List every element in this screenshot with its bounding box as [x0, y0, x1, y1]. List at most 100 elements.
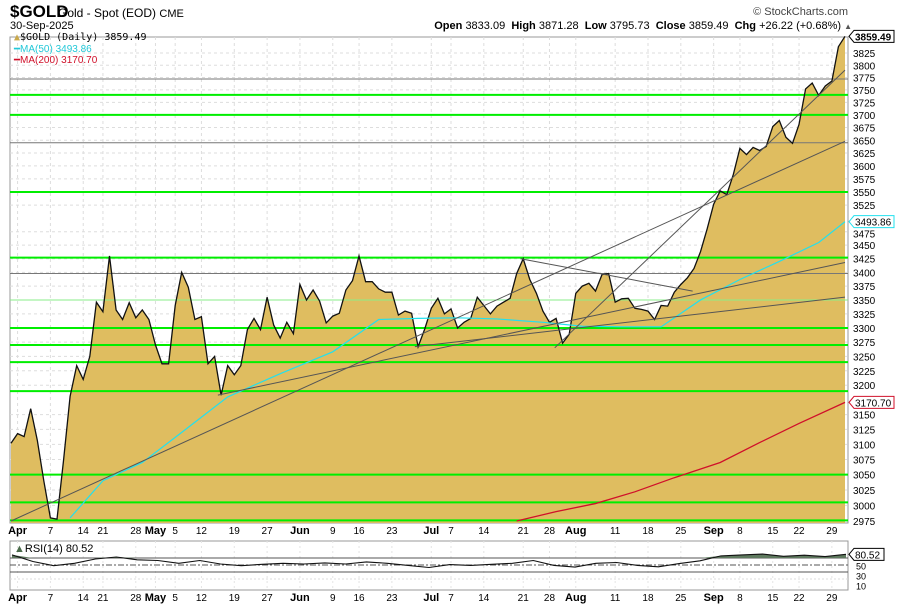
x-tick-label: 7 [448, 526, 454, 537]
trendline [217, 262, 846, 396]
x-tick-label: 18 [642, 593, 654, 604]
y-tick-label: 3000 [853, 501, 876, 512]
ohlc-bar: Open 3833.09 High 3871.28 Low 3795.73 Cl… [434, 20, 852, 32]
y-tick-label: 3525 [853, 201, 876, 212]
x-tick-label: 5 [172, 526, 178, 537]
trendline [520, 258, 693, 292]
rsi-last-badge-box [848, 547, 885, 561]
x-tick-label: 15 [767, 593, 779, 604]
x-tick-label: 27 [262, 593, 274, 604]
x-tick-label: 28 [130, 526, 142, 537]
x-tick-label: 7 [48, 526, 54, 537]
y-tick-label: 3375 [853, 282, 876, 293]
x-tick-label: Apr [8, 525, 28, 537]
y-tick-label: 3700 [853, 111, 876, 122]
x-tick-label: 28 [130, 593, 142, 604]
y-tick-label: 3250 [853, 352, 876, 363]
high-value: 3871.28 [538, 20, 579, 32]
x-tick-label: 21 [97, 526, 109, 537]
y-tick-label: 3200 [853, 381, 876, 392]
x-tick-label: 14 [478, 593, 490, 604]
low-label: Low [584, 20, 607, 32]
x-tick-label: Sep [704, 525, 724, 537]
rsi-last-badge: 80.52 [855, 550, 880, 561]
legend-ma200-text: MA(200) 3170.70 [20, 55, 98, 66]
x-tick-label: 12 [196, 593, 208, 604]
y-tick-label: 3675 [853, 124, 876, 135]
x-tick-label: 23 [386, 593, 398, 604]
y-tick-label: 3325 [853, 310, 876, 321]
area-icon: ▲ [14, 32, 21, 43]
date: 30-Sep-2025 [10, 20, 74, 32]
x-tick-label: 14 [478, 526, 490, 537]
y-tick-label: 3050 [853, 471, 876, 482]
x-tick-label: 16 [353, 526, 365, 537]
x-tick-label: Jun [290, 592, 310, 604]
x-tick-label: 28 [544, 526, 556, 537]
y-tick-label: 3425 [853, 255, 876, 266]
x-tick-label: May [145, 592, 167, 604]
ma50-last-badge-box [848, 215, 895, 229]
legend-ma50: ━MA(50) 3493.86 [14, 44, 92, 55]
x-tick-label: 19 [229, 526, 241, 537]
x-tick-label: Jun [290, 525, 310, 537]
y-tick-label: 3725 [853, 98, 876, 109]
x-tick-label: 12 [196, 526, 208, 537]
x-tick-label: 21 [97, 593, 109, 604]
x-tick-label: 14 [78, 593, 90, 604]
exchange: CME [159, 8, 184, 20]
legend-ma200: ━MA(200) 3170.70 [14, 55, 97, 66]
y-tick-label: 3275 [853, 338, 876, 349]
x-tick-label: 27 [262, 526, 274, 537]
rsi-line [11, 553, 847, 569]
x-tick-label: 22 [793, 526, 805, 537]
x-tick-label: Jul [423, 592, 439, 604]
symbol: $GOLD [10, 2, 69, 21]
x-tick-label: 25 [675, 593, 687, 604]
x-tick-label: 14 [78, 526, 90, 537]
x-tick-label: 21 [518, 593, 530, 604]
line-icon: ━ [14, 55, 21, 66]
y-tick-label: 3825 [853, 49, 876, 60]
price-area [11, 36, 845, 524]
x-tick-label: 9 [330, 526, 336, 537]
trendline [414, 296, 846, 348]
x-tick-label: 11 [610, 526, 621, 537]
y-tick-label: 3475 [853, 230, 876, 241]
ma50-last-badge: 3493.86 [855, 218, 892, 229]
y-tick-label: 3550 [853, 188, 876, 199]
chg-label: Chg [734, 20, 756, 32]
x-tick-label: 25 [675, 526, 687, 537]
y-tick-label: 3225 [853, 367, 876, 378]
ma200-last-badge: 3170.70 [855, 398, 892, 409]
x-tick-label: Jul [423, 525, 439, 537]
x-tick-label: 8 [737, 526, 743, 537]
x-tick-label: 29 [826, 526, 838, 537]
collapse-arrow-icon[interactable]: ▲ [844, 22, 852, 31]
low-value: 3795.73 [609, 20, 650, 32]
x-tick-label: 9 [330, 593, 336, 604]
instrument-name: Gold - Spot (EOD) CME [58, 6, 184, 20]
y-tick-label: 3450 [853, 241, 876, 252]
legend-rsi-text: RSI(14) 80.52 [24, 543, 94, 555]
close-value: 3859.49 [688, 20, 729, 32]
line-icon: ━ [14, 44, 21, 55]
price-last-badge: 3859.49 [855, 32, 892, 43]
watermark: © StockCharts.com [753, 6, 848, 18]
high-label: High [511, 20, 536, 32]
rsi-tick-label: 50 [856, 561, 866, 571]
x-tick-label: 7 [448, 593, 454, 604]
y-tick-label: 3075 [853, 455, 876, 466]
x-tick-label: 11 [610, 593, 621, 604]
trendline [554, 69, 846, 349]
open-label: Open [434, 20, 463, 32]
x-tick-label: 21 [518, 526, 530, 537]
x-tick-label: May [145, 525, 167, 537]
ma50-line [69, 221, 846, 519]
x-tick-label: 15 [767, 526, 779, 537]
legend-price: ▲$GOLD (Daily) 3859.49 [14, 32, 146, 43]
legend-price-text: $GOLD (Daily) 3859.49 [20, 32, 147, 43]
rsi-tick-label: 10 [856, 581, 866, 591]
